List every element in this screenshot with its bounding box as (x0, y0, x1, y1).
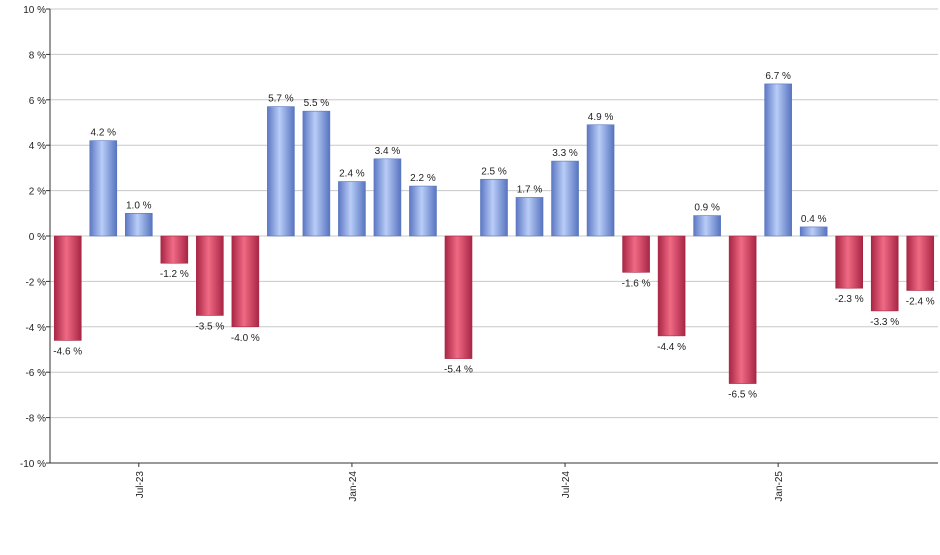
bar-value-label: 4.2 % (90, 128, 116, 139)
x-axis-tick-labels: Jul-23 Jan-24 Jul-24 Jan-25 (135, 471, 785, 502)
positive-bar (586, 124, 615, 237)
bar-value-label: 2.2 % (410, 173, 436, 184)
negative-bar (835, 235, 863, 289)
bar-value-label: 4.9 % (588, 112, 614, 123)
bar-value-label: 3.4 % (375, 146, 401, 157)
bar-value-label: -6.5 % (728, 390, 757, 401)
bar-value-label: -4.4 % (657, 342, 686, 353)
negative-bar (160, 235, 189, 264)
bar-value-label: -5.4 % (444, 365, 473, 376)
positive-bar (89, 140, 118, 237)
bar-value-label: -2.4 % (906, 296, 935, 307)
bar-value-label: -2.3 % (835, 294, 864, 305)
negative-bar (231, 235, 260, 328)
y-tick-label: 0 % (29, 232, 46, 243)
y-tick-label: -4 % (25, 323, 46, 334)
positive-bar (551, 160, 579, 237)
positive-bar (125, 213, 153, 237)
positive-bar (480, 178, 508, 237)
bar-value-label: 2.5 % (481, 166, 507, 177)
positive-bar (373, 158, 402, 237)
bar-value-label: -3.5 % (195, 321, 224, 332)
positive-bar (338, 181, 366, 237)
positive-bar (267, 106, 295, 237)
positive-bar (799, 226, 828, 237)
negative-bar (657, 235, 686, 337)
bar-value-label: 0.9 % (694, 203, 720, 214)
bar-value-label: 6.7 % (765, 71, 791, 82)
y-tick-label: 2 % (29, 187, 46, 198)
bars (53, 83, 935, 384)
x-tick-label: Jan-25 (774, 471, 785, 502)
positive-bar (409, 185, 437, 237)
negative-bar (906, 235, 935, 291)
x-tick-label: Jan-24 (348, 471, 359, 502)
y-tick-label: 4 % (29, 141, 46, 152)
bar-value-label: 5.7 % (268, 94, 294, 105)
positive-bar (693, 215, 721, 237)
negative-bar (622, 235, 650, 273)
y-axis-tick-labels: 10 % 8 % 6 % 4 % 2 % 0 % -2 % -4 % -6 % -8 % -10 % (20, 5, 46, 470)
y-tick-label: -6 % (25, 368, 46, 379)
x-tick-label: Jul-24 (561, 471, 572, 499)
y-tick-label: 6 % (29, 96, 46, 107)
bar-value-label: 1.7 % (517, 184, 543, 195)
positive-bar (515, 197, 544, 237)
bar-value-label: -4.0 % (231, 333, 260, 344)
positive-bar (764, 83, 792, 237)
bar-value-label: 1.0 % (126, 200, 152, 211)
y-tick-label: -2 % (25, 277, 46, 288)
bar-value-label: 0.4 % (801, 214, 827, 225)
x-tick-label: Jul-23 (135, 471, 146, 499)
bar-value-label: 5.5 % (304, 98, 330, 109)
negative-bar (444, 235, 473, 359)
data-labels: -4.6 % 4.2 % 1.0 % -1.2 % -3.5 % -4.0 % 5.7 % 5… (53, 71, 934, 401)
y-tick-label: 10 % (23, 5, 46, 16)
negative-bar (728, 235, 757, 384)
y-tick-label: 8 % (29, 50, 46, 61)
bar-value-label: -1.6 % (622, 278, 651, 289)
bar-value-label: -3.3 % (870, 317, 899, 328)
bar-value-label: -4.6 % (53, 346, 82, 357)
negative-bar (53, 235, 82, 341)
positive-bar (302, 110, 331, 237)
negative-bar (870, 235, 899, 312)
negative-bar (196, 235, 224, 316)
y-tick-label: -10 % (20, 459, 46, 470)
bar-value-label: -1.2 % (160, 269, 189, 280)
bar-value-label: 2.4 % (339, 169, 365, 180)
bar-value-label: 3.3 % (552, 148, 578, 159)
axes (46, 8, 938, 467)
y-tick-label: -8 % (25, 414, 46, 425)
